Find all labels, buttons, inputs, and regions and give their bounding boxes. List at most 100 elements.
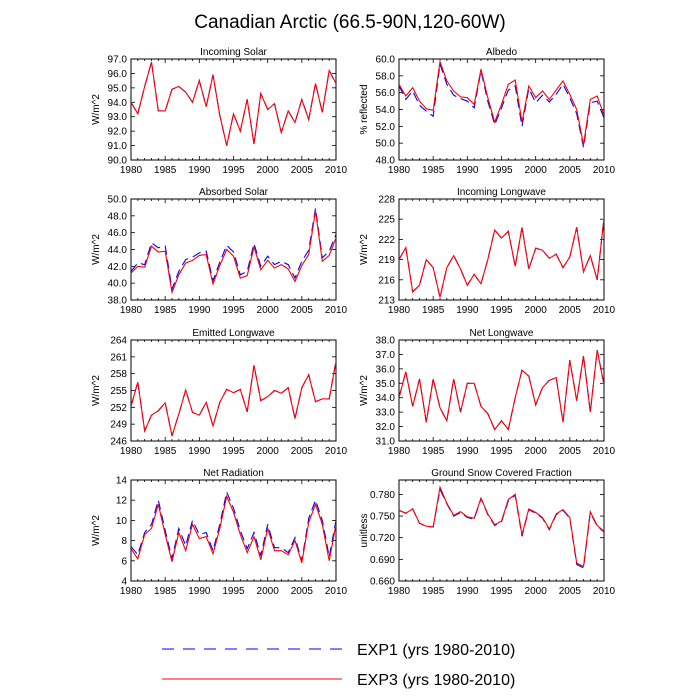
- x-tick-label: 1990: [188, 165, 211, 176]
- y-tick-label: 0.780: [370, 490, 395, 501]
- y-tick-label: 94.0: [108, 98, 128, 109]
- x-tick-label: 1990: [456, 305, 479, 316]
- y-tick-label: 93.0: [108, 112, 128, 123]
- y-tick-label: 10: [116, 516, 128, 527]
- panel-emitted-longwave: Emitted Longwave W/m^2 1980 1985 1990 1995 200…: [91, 328, 348, 457]
- y-tick-label: 255: [110, 386, 127, 397]
- legend-label-exp1: EXP1 (yrs 1980-2010): [357, 642, 515, 659]
- y-tick-label: 54.0: [376, 105, 396, 116]
- y-tick-label: 213: [378, 296, 395, 307]
- x-tick-label: 2010: [593, 446, 616, 457]
- x-tick-label: 1990: [188, 586, 211, 597]
- x-tick-label: 2005: [291, 446, 314, 457]
- x-tick-label: 1980: [388, 305, 411, 316]
- y-tick-label: 4: [121, 577, 127, 588]
- y-axis-label: W/m^2: [91, 234, 102, 265]
- y-tick-label: 32.0: [376, 422, 396, 433]
- x-tick-label: 1980: [388, 586, 411, 597]
- x-tick-label: 1980: [120, 446, 143, 457]
- x-tick-label: 1995: [222, 586, 245, 597]
- panel-incoming-solar: Incoming Solar W/m^2 1980 1985 1990 1995 2000 2…: [91, 47, 348, 176]
- y-tick-label: 6: [121, 556, 127, 567]
- series-line-exp1: [131, 61, 336, 146]
- y-tick-label: 52.0: [376, 122, 396, 133]
- y-tick-label: 92.0: [108, 127, 128, 138]
- series-line-exp1: [131, 361, 336, 437]
- x-tick-label: 1995: [490, 446, 513, 457]
- y-tick-label: 216: [378, 275, 395, 286]
- panel-incoming-longwave: Incoming Longwave W/m^2 1980 1985 1990 1995 20…: [359, 187, 616, 316]
- x-tick-label: 2000: [525, 586, 548, 597]
- y-tick-label: 228: [378, 195, 395, 206]
- plot-frame: [398, 339, 605, 442]
- x-tick-label: 1990: [188, 305, 211, 316]
- panel-title: Incoming Longwave: [457, 187, 546, 198]
- series-line-exp1: [399, 63, 604, 148]
- y-tick-label: 40.0: [108, 279, 128, 290]
- x-tick-label: 2005: [291, 305, 314, 316]
- y-tick-label: 90.0: [108, 156, 128, 167]
- y-tick-label: 252: [110, 403, 127, 414]
- y-tick-label: 8: [121, 536, 127, 547]
- y-tick-label: 258: [110, 369, 127, 380]
- x-tick-label: 2005: [559, 586, 582, 597]
- x-tick-label: 1985: [422, 446, 445, 457]
- x-tick-label: 1985: [154, 586, 177, 597]
- y-tick-label: 91.0: [108, 141, 128, 152]
- series-line-exp3: [131, 494, 336, 563]
- y-tick-label: 46.0: [108, 228, 128, 239]
- series-line-exp1: [399, 217, 604, 298]
- panels: Incoming Solar W/m^2 1980 1985 1990 1995 2000 2…: [91, 47, 616, 597]
- y-tick-label: 34.0: [376, 393, 396, 404]
- x-tick-label: 1980: [120, 305, 143, 316]
- panel-net-longwave: Net Longwave W/m^2 1980 1985 1990 1995 2000 200…: [359, 328, 616, 457]
- y-axis-label: W/m^2: [91, 375, 102, 406]
- y-tick-label: 0.720: [370, 533, 395, 544]
- y-tick-label: 50.0: [376, 139, 396, 150]
- x-tick-label: 2010: [593, 586, 616, 597]
- y-tick-label: 0.660: [370, 577, 395, 588]
- x-tick-label: 1990: [456, 165, 479, 176]
- y-tick-label: 37.0: [376, 350, 396, 361]
- x-tick-label: 2010: [325, 165, 348, 176]
- y-axis-label: unitless: [359, 514, 370, 548]
- x-tick-label: 2000: [257, 305, 280, 316]
- series-line-exp1: [131, 208, 336, 292]
- y-tick-label: 60.0: [376, 55, 396, 66]
- x-tick-label: 1985: [422, 165, 445, 176]
- y-tick-label: 225: [378, 215, 395, 226]
- x-tick-label: 1990: [456, 586, 479, 597]
- x-tick-label: 2005: [291, 165, 314, 176]
- plot-frame: [130, 339, 337, 442]
- x-tick-label: 2000: [525, 446, 548, 457]
- y-tick-label: 96.0: [108, 69, 128, 80]
- y-axis-label: W/m^2: [91, 515, 102, 546]
- y-tick-label: 50.0: [108, 195, 128, 206]
- series-line-exp3: [399, 217, 604, 298]
- x-tick-label: 2000: [257, 165, 280, 176]
- y-axis-label: W/m^2: [91, 94, 102, 125]
- x-tick-label: 1990: [188, 446, 211, 457]
- panel-albedo: Albedo % reflected 1980 1985 1990 1995 2000 200…: [359, 47, 616, 176]
- x-tick-label: 2010: [593, 165, 616, 176]
- y-tick-label: 0.750: [370, 512, 395, 523]
- legend: EXP1 (yrs 1980-2010) EXP3 (yrs 1980-2010): [162, 642, 515, 689]
- panel-title: Emitted Longwave: [192, 328, 275, 339]
- x-tick-label: 1980: [120, 165, 143, 176]
- x-tick-label: 1985: [154, 305, 177, 316]
- y-tick-label: 95.0: [108, 83, 128, 94]
- x-tick-label: 2000: [525, 165, 548, 176]
- x-tick-label: 2005: [559, 165, 582, 176]
- series-line-exp3: [131, 210, 336, 295]
- y-tick-label: 38.0: [108, 296, 128, 307]
- panel-title: Net Longwave: [470, 328, 534, 339]
- series-line-exp1: [399, 349, 604, 431]
- series-line-exp3: [131, 61, 336, 146]
- legend-label-exp3: EXP3 (yrs 1980-2010): [357, 672, 515, 689]
- y-tick-label: 36.0: [376, 364, 396, 375]
- plot-frame: [130, 198, 337, 301]
- figure-title: Canadian Arctic (66.5-90N,120-60W): [194, 12, 506, 33]
- y-tick-label: 0.690: [370, 555, 395, 566]
- x-tick-label: 1980: [388, 446, 411, 457]
